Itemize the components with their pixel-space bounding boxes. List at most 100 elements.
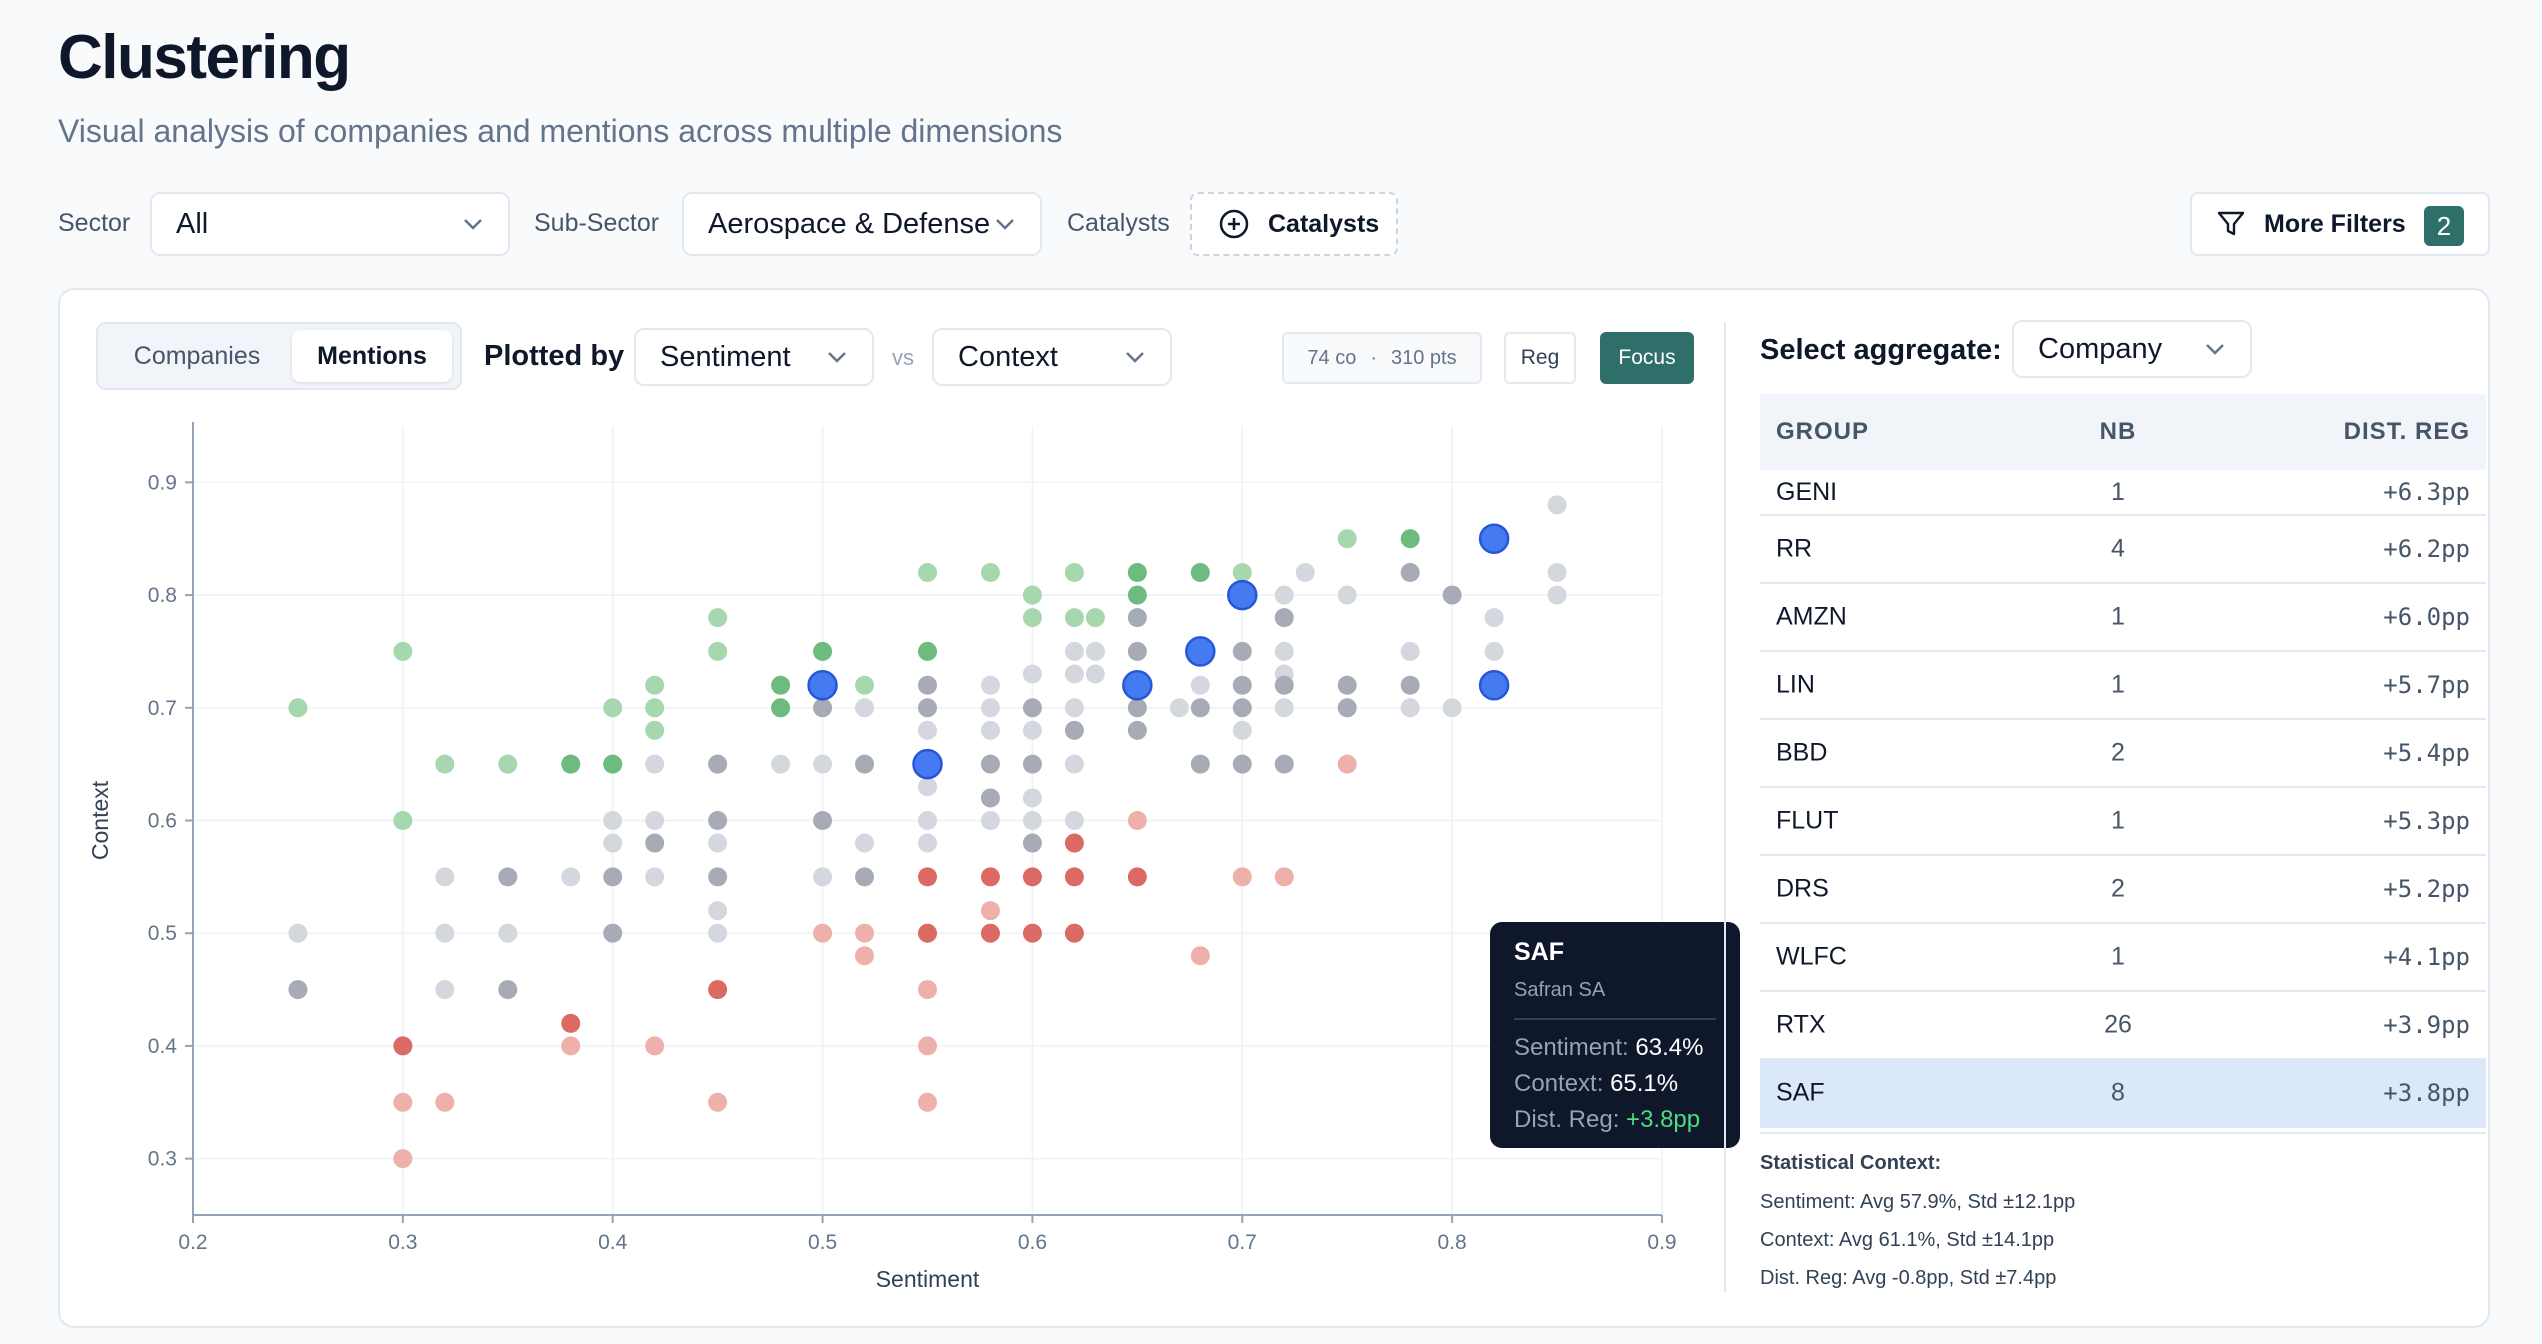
data-point (1232, 641, 1252, 661)
row-group: AMZN (1776, 602, 1847, 631)
tooltip-context-value: 65.1% (1610, 1070, 1679, 1097)
data-point (1274, 754, 1294, 774)
row-nb: 1 (2111, 670, 2125, 699)
scatter-plot[interactable]: 0.2 0.3 0.4 0.5 0.6 0.7 0.8 0.9 0.3 0.4 0.5 0.6 0.7 0… (60, 290, 1720, 1330)
data-point (1232, 675, 1252, 695)
data-point (1022, 833, 1042, 853)
x-tick-label: 0.5 (808, 1231, 837, 1254)
aggregate-select[interactable]: Company (2012, 320, 2252, 378)
table-row[interactable]: RTX 26 +3.9pp (1760, 992, 2486, 1060)
table-row[interactable]: BBD 2 +5.4pp (1760, 720, 2486, 788)
tooltip-sentiment-label: Sentiment: (1514, 1034, 1629, 1061)
row-group: DRS (1776, 874, 1829, 903)
data-point (1400, 675, 1420, 695)
x-tick-label: 0.6 (1018, 1231, 1047, 1254)
row-nb: 1 (2111, 478, 2125, 506)
data-point (1127, 563, 1147, 583)
data-point (813, 923, 833, 943)
subsector-label: Sub-Sector (534, 209, 660, 237)
data-point (1274, 608, 1294, 628)
table-row[interactable]: WLFC 1 +4.1pp (1760, 924, 2486, 992)
row-group: SAF (1776, 1078, 1825, 1107)
data-point (708, 901, 728, 921)
data-point (1400, 529, 1420, 549)
data-point (561, 867, 581, 887)
data-point (918, 811, 937, 830)
sector-label: Sector (58, 209, 131, 237)
statistical-context: Statistical Context: Sentiment: Avg 57.9… (1760, 1152, 2075, 1305)
catalysts-button[interactable]: Catalysts (1190, 192, 1398, 256)
focus-button[interactable]: Focus (1600, 332, 1694, 384)
data-point (813, 641, 833, 661)
table-row[interactable]: AMZN 1 +6.0pp (1760, 584, 2486, 652)
subsector-select[interactable]: Aerospace & Defense (682, 192, 1042, 256)
reg-button[interactable]: Reg (1504, 332, 1576, 384)
table-header: GROUP NB DIST. REG (1760, 394, 2486, 470)
data-point (1169, 698, 1189, 718)
count-summary: 74 co · 310 pts (1282, 332, 1482, 384)
table-row[interactable]: LIN 1 +5.7pp (1760, 652, 2486, 720)
data-point (1085, 608, 1105, 628)
data-point (855, 754, 875, 774)
data-point (918, 563, 937, 583)
data-point (1064, 563, 1084, 583)
highlight-point (1478, 523, 1510, 554)
data-point (980, 923, 1000, 943)
table-row-selected[interactable]: SAF 8 +3.8pp (1760, 1060, 2486, 1128)
y-axis-select[interactable]: Context (932, 328, 1172, 386)
row-nb: 2 (2111, 738, 2125, 767)
data-point (645, 675, 665, 695)
row-dist: +4.1pp (2383, 943, 2470, 971)
data-point (603, 754, 623, 774)
panel-divider (1724, 322, 1726, 1292)
data-point (918, 1036, 937, 1056)
data-point (498, 923, 518, 943)
table-row[interactable]: DRS 2 +5.2pp (1760, 856, 2486, 924)
point-tooltip: SAF Safran SA Sentiment: 63.4% Context: … (1490, 922, 1740, 1148)
data-point (561, 1036, 581, 1056)
y-tick-label: 0.7 (148, 697, 177, 720)
data-point (645, 754, 665, 774)
tooltip-context: Context: 65.1% (1514, 1066, 1716, 1102)
data-point (1190, 946, 1210, 966)
column-header-nb[interactable]: NB (2099, 418, 2137, 445)
x-tick-label: 0.7 (1228, 1231, 1257, 1254)
data-point (1337, 675, 1357, 695)
data-point (1232, 754, 1252, 774)
data-point (1400, 698, 1420, 718)
row-dist: +6.2pp (2383, 535, 2470, 563)
data-point (1190, 675, 1210, 695)
y-tick-label: 0.5 (148, 922, 177, 945)
data-point (708, 811, 728, 830)
row-dist: +5.2pp (2383, 875, 2470, 903)
vs-label: vs (892, 345, 914, 370)
chevron-down-icon (464, 219, 482, 230)
tooltip-context-label: Context: (1514, 1070, 1604, 1097)
data-point (1190, 754, 1210, 774)
data-point (645, 698, 665, 718)
data-point (435, 1092, 455, 1112)
tab-companies[interactable]: Companies (133, 341, 261, 370)
data-point (498, 867, 518, 887)
column-header-group[interactable]: GROUP (1776, 418, 1870, 445)
data-point (1085, 641, 1105, 661)
more-filters-button[interactable]: More Filters 2 (2190, 192, 2490, 256)
tab-mentions[interactable]: Mentions (292, 330, 452, 382)
x-axis-select[interactable]: Sentiment (634, 328, 874, 386)
sector-select[interactable]: All (150, 192, 510, 256)
y-tick-label: 0.3 (148, 1148, 177, 1171)
separator-dot: · (1370, 346, 1377, 369)
data-point (1337, 698, 1357, 718)
table-row[interactable]: FLUT 1 +5.3pp (1760, 788, 2486, 856)
data-point (980, 698, 1000, 718)
data-point (1022, 698, 1042, 718)
table-row[interactable]: RR 4 +6.2pp (1760, 516, 2486, 584)
column-header-dist[interactable]: DIST. REG (2343, 418, 2470, 445)
table-row[interactable]: GENI 1 +6.3pp (1760, 470, 2486, 516)
data-point (855, 833, 875, 853)
data-point (288, 980, 308, 1000)
row-nb: 1 (2111, 602, 2125, 631)
data-point (1127, 641, 1147, 661)
catalysts-button-label: Catalysts (1268, 209, 1380, 238)
catalysts-label: Catalysts (1067, 209, 1170, 237)
